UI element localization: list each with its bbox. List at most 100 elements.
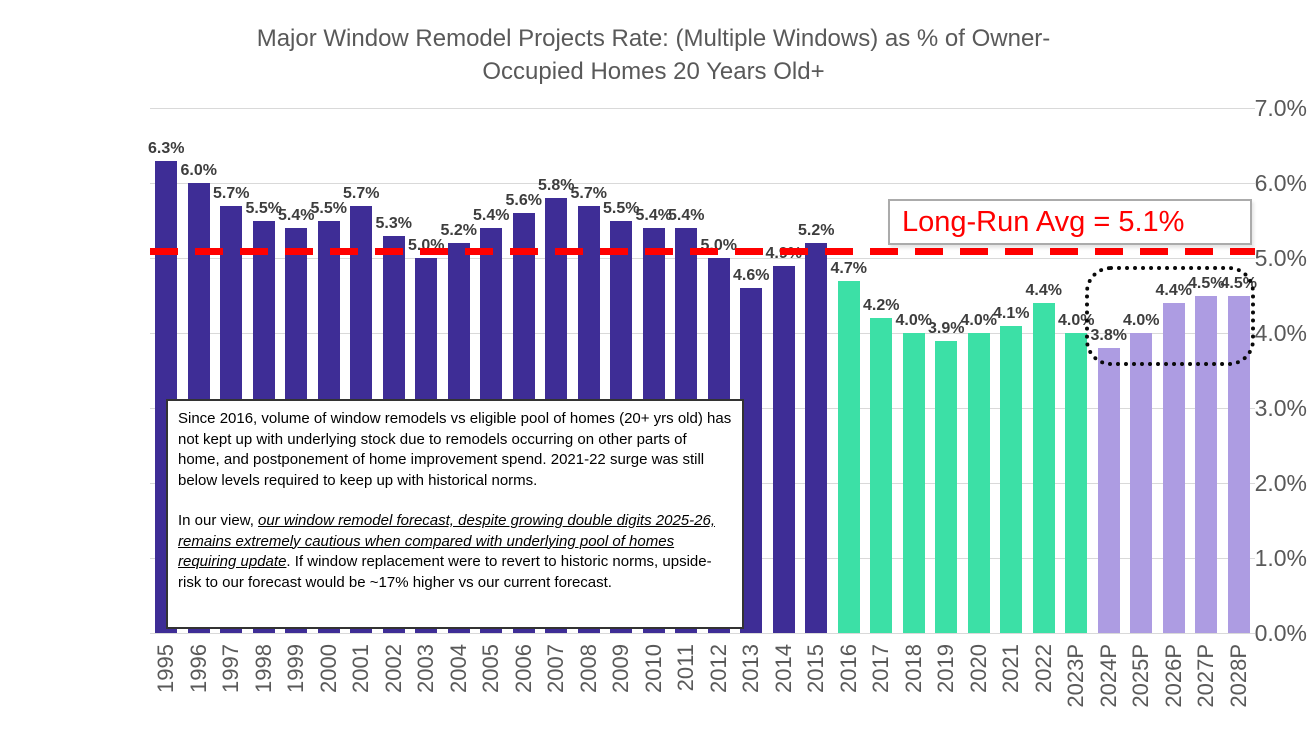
bar-value-label-2019: 3.9% [928,319,965,337]
bar-2020 [967,333,990,633]
bar-value-label-2001: 5.7% [343,184,380,202]
bar-2028P [1227,295,1250,633]
x-tick-2001: 2001 [348,644,374,693]
x-tick-2028P: 2028P [1225,644,1251,708]
bar-slot-2019: 3.9% [928,108,965,633]
gridline-6.0% [150,182,1255,184]
bar-value-label-2000: 5.5% [310,199,347,217]
bar-value-label-2025P: 4.0% [1123,312,1160,329]
bar-value-label-2011: 5.4% [668,207,705,224]
bar-value-label-1998: 5.5% [245,199,282,217]
x-tick-2023P: 2023P [1063,644,1089,708]
bar-value-label-1995: 6.3% [148,139,185,157]
y-tick-1.0%: 1.0% [1254,545,1307,571]
x-tick-2008: 2008 [575,644,601,693]
annotation-p2-emphasis: our window remodel forecast, despite gro… [178,512,715,570]
bar-slot-2020: 4.0% [960,108,997,633]
bar-slot-2027P: 4.5% [1188,108,1225,633]
y-tick-6.0%: 6.0% [1254,170,1307,196]
y-tick-2.0%: 2.0% [1254,470,1307,496]
bar-2019 [935,340,958,633]
x-tick-2014: 2014 [770,644,796,693]
bar-slot-2024P: 3.8% [1090,108,1127,633]
chart-title: Major Window Remodel Projects Rate: (Mul… [0,22,1307,88]
bar-value-label-2006: 5.6% [505,192,542,209]
bar-value-label-2016: 4.7% [830,259,867,277]
x-tick-2009: 2009 [608,644,634,693]
x-tick-2011: 2011 [673,644,699,692]
x-tick-2007: 2007 [543,644,569,693]
bar-slot-2022: 4.4% [1026,108,1062,633]
bar-2023P [1065,333,1088,633]
annotation-paragraph-1: Since 2016, volume of window remodels vs… [178,410,732,489]
bar-2014 [772,265,795,633]
x-tick-2005: 2005 [478,644,504,693]
gridline-7.0% [150,107,1255,109]
gridline-0.0% [150,632,1255,634]
x-tick-2026P: 2026P [1160,644,1186,708]
x-tick-2015: 2015 [803,644,829,693]
x-tick-2018: 2018 [900,644,926,693]
bar-value-label-2013: 4.6% [733,267,770,284]
bar-value-label-1997: 5.7% [213,184,250,202]
x-tick-1999: 1999 [283,644,309,693]
bar-2027P [1195,295,1218,633]
bar-value-label-2020: 4.0% [960,312,997,329]
x-tick-1995: 1995 [153,644,179,693]
x-tick-2006: 2006 [510,644,536,693]
bar-value-label-2018: 4.0% [895,312,932,329]
forecast-highlight-dotted-box [1085,266,1255,366]
x-tick-2016: 2016 [835,644,861,693]
x-tick-2025P: 2025P [1128,644,1154,708]
bar-slot-2028P: 4.5% [1221,108,1257,633]
bar-slot-2023P: 4.0% [1058,108,1094,633]
bar-2022 [1032,303,1055,633]
bar-value-label-2026P: 4.4% [1155,282,1192,299]
x-tick-1996: 1996 [185,644,211,693]
annotation-p2-suffix: . If window replacement were to revert t… [178,553,712,591]
annotation-box: Since 2016, volume of window remodels vs… [166,399,744,629]
x-tick-2021: 2021 [998,644,1024,693]
bar-slot-2013: 4.6% [733,108,770,633]
y-tick-5.0%: 5.0% [1254,245,1307,271]
x-tick-2027P: 2027P [1193,644,1219,708]
bar-value-label-1996: 6.0% [180,162,217,179]
gridline-4.0% [150,332,1255,334]
long-run-avg-callout-box: Long-Run Avg = 5.1% [888,199,1252,245]
x-tick-1997: 1997 [218,644,244,693]
x-tick-1998: 1998 [250,644,276,693]
bar-value-label-2008: 5.7% [570,184,607,202]
x-tick-2017: 2017 [868,644,894,693]
x-tick-2004: 2004 [445,644,471,693]
bar-2021 [1000,325,1023,633]
bar-slot-2018: 4.0% [895,108,932,633]
bar-value-label-2027P: 4.5% [1188,274,1225,292]
bar-2018 [902,333,925,633]
x-tick-2022: 2022 [1030,644,1056,693]
bar-2016 [837,280,860,633]
bar-value-label-2024P: 3.8% [1090,327,1127,344]
bar-value-label-2007: 5.8% [538,177,575,194]
bar-2025P [1130,333,1153,633]
annotation-p2-prefix: In our view, [178,512,259,529]
long-run-avg-label: Long-Run Avg = 5.1% [902,205,1185,238]
bar-slot-2014: 4.9% [766,108,802,633]
bar-value-label-2004: 5.2% [440,222,477,239]
x-tick-2024P: 2024P [1095,644,1121,708]
y-tick-4.0%: 4.0% [1254,320,1307,346]
bar-slot-2017: 4.2% [863,108,899,633]
bar-value-label-2009: 5.5% [603,199,640,217]
bar-value-label-1999: 5.4% [278,207,315,224]
bar-2024P [1097,348,1120,633]
x-tick-2013: 2013 [738,644,764,693]
x-axis: 1995 1996 1997 1998 1999 2000 2001 2002 2003 2004… [150,644,1255,739]
x-tick-2012: 2012 [705,644,731,693]
x-tick-2000: 2000 [315,644,341,693]
bar-value-label-2021: 4.1% [993,304,1030,322]
chart-title-line2: Occupied Homes 20 Years Old+ [482,58,825,85]
bar-2017 [870,318,893,633]
x-tick-2019: 2019 [933,644,959,693]
y-tick-3.0%: 3.0% [1254,395,1307,421]
x-tick-2003: 2003 [413,644,439,693]
